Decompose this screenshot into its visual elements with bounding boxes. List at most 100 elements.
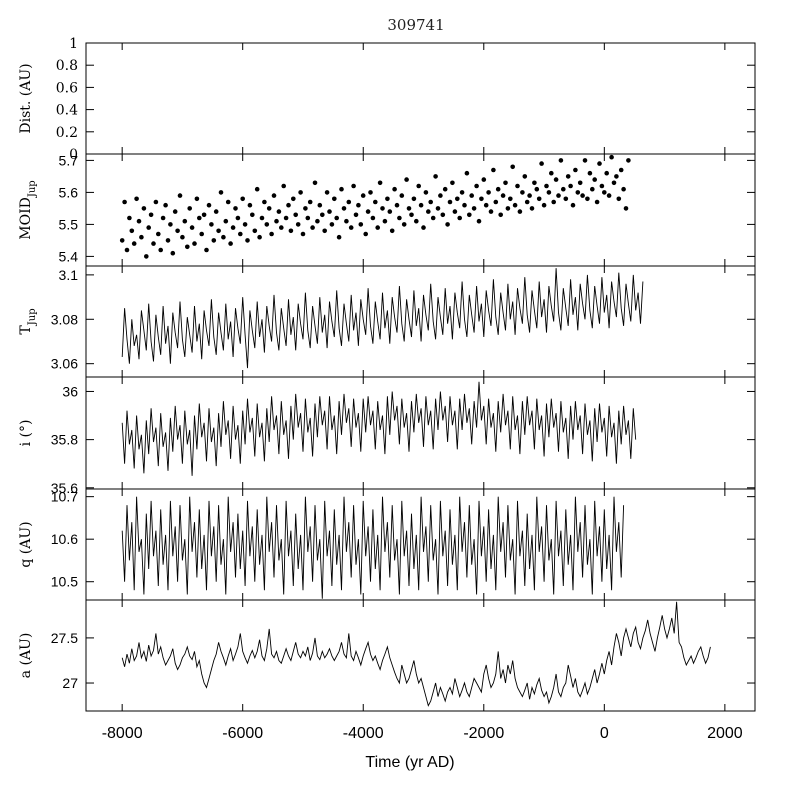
data-point-moid (476, 218, 482, 224)
data-point-moid (356, 202, 361, 208)
data-point-moid (329, 222, 335, 227)
data-point-moid (411, 196, 417, 202)
data-point-moid (122, 199, 127, 205)
data-point-moid (247, 202, 253, 208)
data-point-moid (269, 231, 274, 237)
data-point-moid (346, 199, 352, 205)
data-point-moid (618, 167, 624, 173)
data-point-moid (189, 225, 195, 230)
y-axis-label-a: a (AU) (18, 633, 34, 679)
data-point-moid (563, 196, 569, 202)
data-point-moid (452, 209, 458, 214)
data-point-moid (209, 222, 214, 227)
data-point-moid (365, 209, 371, 214)
data-point-moid (197, 215, 202, 221)
x-tick-label: -2000 (463, 725, 504, 742)
data-point-moid (276, 209, 282, 214)
data-point-moid (505, 206, 511, 211)
y-axis-label-dist: Dist. (AU) (18, 63, 34, 133)
y-axis-label-main-tjup: T (18, 325, 34, 335)
chart-panels: 0 0.2 0.4 0.6 0.8 1 Dist. (AU) 5.4 5.5 5.6 5.7 MOID… (18, 36, 756, 712)
series-line-q (121, 496, 625, 599)
data-point-moid (621, 186, 626, 192)
data-point-moid (416, 183, 422, 189)
data-point-moid (534, 186, 540, 192)
y-axis-label-sub-moid: Jup (27, 180, 38, 198)
data-point-moid (168, 222, 173, 227)
data-point-moid (418, 202, 424, 208)
data-point-moid (597, 161, 602, 166)
data-point-moid (544, 183, 549, 189)
data-point-moid (334, 215, 340, 221)
y-tick-label-a: 27.5 (51, 630, 78, 646)
data-point-moid (182, 218, 188, 224)
data-point-moid (459, 190, 465, 195)
data-point-moid (199, 231, 204, 237)
data-point-moid (307, 199, 313, 205)
series-line-tjup (121, 268, 644, 369)
data-point-moid (594, 199, 600, 205)
x-tick-label: 0 (600, 725, 609, 742)
data-point-moid (399, 193, 405, 198)
y-axis-label-main-incl: i (°) (18, 420, 34, 447)
data-point-moid (553, 177, 559, 182)
data-point-moid (565, 174, 571, 179)
data-point-moid (421, 225, 426, 230)
y-tick-label-tjup: 3.06 (51, 356, 78, 372)
y-axis-label-tjup: TJup (18, 308, 38, 334)
data-point-moid (252, 228, 258, 234)
data-point-moid (327, 209, 332, 214)
data-point-moid (201, 212, 207, 218)
data-point-moid (139, 234, 144, 240)
data-point-moid (216, 228, 221, 234)
data-point-moid (305, 215, 311, 221)
data-point-moid (599, 183, 605, 189)
data-point-moid (414, 218, 419, 224)
data-point-moid (322, 228, 328, 234)
data-point-moid (235, 215, 241, 221)
data-point-moid (194, 196, 200, 202)
data-point-moid (324, 190, 330, 195)
data-point-moid (298, 190, 303, 195)
data-point-moid (339, 186, 344, 192)
data-point-moid (517, 209, 523, 214)
data-point-moid (291, 196, 296, 202)
data-point-moid (488, 209, 494, 214)
data-point-moid (604, 170, 609, 176)
data-point-moid (293, 212, 299, 218)
y-tick-label-dist: 0.8 (56, 58, 78, 74)
data-point-moid (394, 202, 400, 208)
series-line-a (121, 601, 711, 707)
data-point-moid (568, 183, 573, 189)
data-point-moid (486, 190, 491, 195)
y-tick-label-tjup: 3.1 (59, 267, 79, 283)
panel-dist: 0 0.2 0.4 0.6 0.8 1 Dist. (AU) (18, 36, 756, 163)
data-point-moid (341, 206, 347, 211)
data-point-moid (409, 212, 414, 218)
data-point-moid (348, 225, 354, 230)
data-point-moid (375, 225, 381, 230)
data-point-moid (351, 183, 356, 189)
data-point-moid (129, 228, 135, 234)
data-point-moid (529, 206, 535, 211)
data-point-moid (397, 215, 402, 221)
data-point-moid (131, 241, 137, 246)
data-point-moid (483, 202, 489, 208)
data-point-moid (380, 206, 385, 211)
data-point-moid (204, 247, 209, 253)
data-point-moid (245, 238, 250, 243)
data-point-moid (124, 247, 130, 253)
data-point-moid (303, 206, 308, 211)
data-point-moid (336, 234, 342, 240)
y-tick-label-dist: 0.2 (56, 125, 78, 141)
data-point-moid (481, 177, 487, 182)
y-tick-label-moid: 5.7 (59, 152, 79, 168)
data-point-moid (430, 215, 436, 221)
y-tick-label-incl: 35.6 (51, 480, 78, 496)
data-point-moid (541, 202, 547, 208)
data-point-moid (353, 212, 359, 218)
y-tick-label-q: 10.7 (51, 489, 78, 505)
data-point-moid (585, 196, 590, 202)
data-point-moid (471, 206, 477, 211)
data-point-moid (457, 215, 463, 221)
